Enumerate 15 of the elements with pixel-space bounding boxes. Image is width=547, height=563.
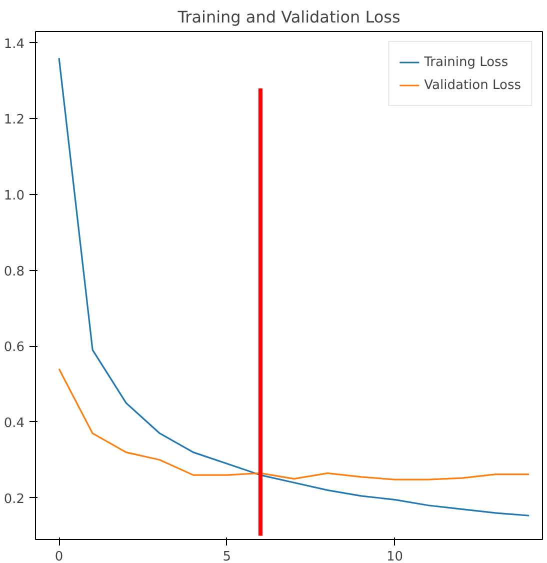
y-tick-label: 0.4 xyxy=(4,416,25,431)
legend-label: Training Loss xyxy=(424,54,508,70)
y-tick-label: 0.8 xyxy=(4,264,25,280)
chart-title: Training and Validation Loss xyxy=(176,8,400,26)
x-tick-label: 0 xyxy=(54,550,64,563)
y-tick-label: 1.2 xyxy=(4,112,25,128)
y-tick-label: 1.4 xyxy=(4,36,25,52)
y-tick-label: 0.2 xyxy=(4,492,25,507)
legend-label: Validation Loss xyxy=(424,78,521,92)
y-tick-label: 1.0 xyxy=(4,188,25,204)
line-series xyxy=(58,368,530,480)
x-tick-label: 5 xyxy=(222,550,232,563)
line-series xyxy=(58,57,530,516)
x-tick-label: 10 xyxy=(386,550,404,563)
y-tick-label: 0.6 xyxy=(4,340,25,356)
